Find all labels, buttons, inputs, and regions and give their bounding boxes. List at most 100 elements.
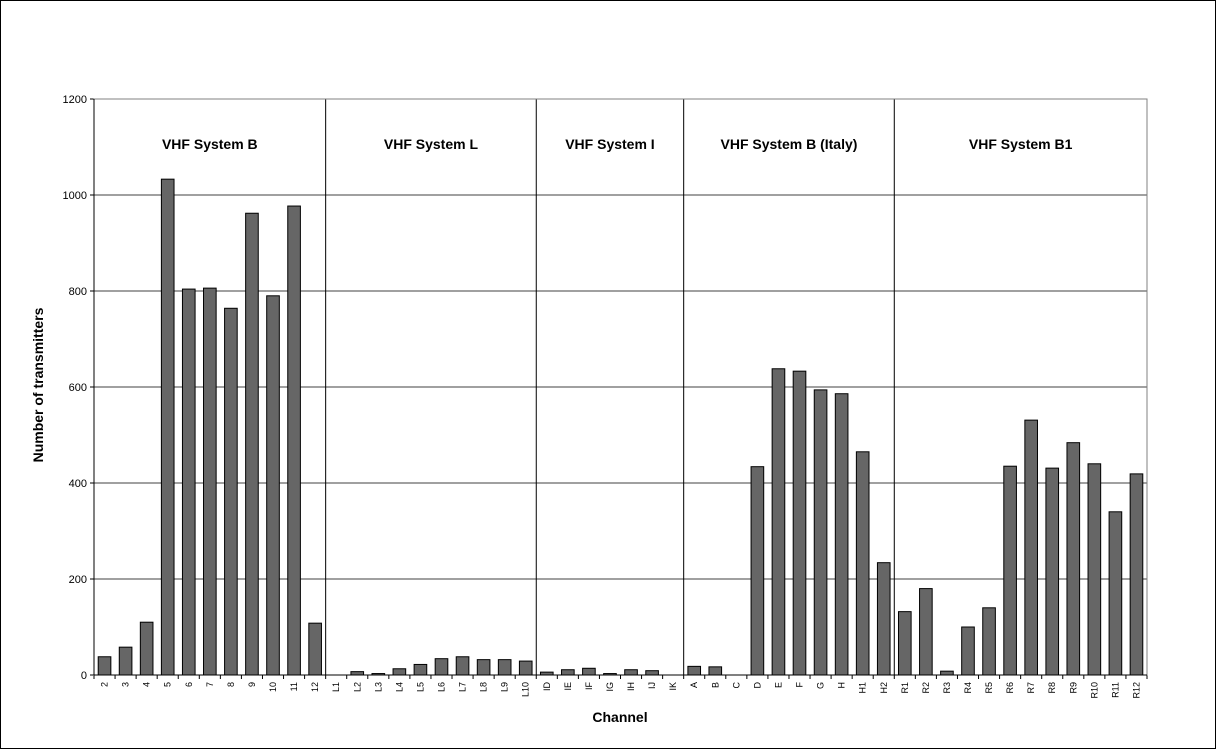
x-tick-label: B <box>710 682 720 688</box>
bar <box>1129 473 1144 676</box>
bar <box>392 668 407 676</box>
x-tick-label: 6 <box>184 682 194 687</box>
y-tick-label: 400 <box>69 478 87 490</box>
x-tick-label: G <box>816 682 826 689</box>
y-tick-labels: 0 200 400 600 800 1000 1200 <box>63 94 87 682</box>
group-label: VHF System B1 <box>969 136 1073 152</box>
bar <box>771 368 786 676</box>
x-tick-label: 2 <box>100 682 110 687</box>
x-tick-label: L9 <box>500 682 510 692</box>
x-tick-label: R4 <box>963 682 973 694</box>
x-tick-label: C <box>731 682 741 689</box>
x-tick-label: R5 <box>984 682 994 694</box>
bar <box>813 389 828 676</box>
bar <box>181 288 196 676</box>
bar <box>266 295 280 676</box>
y-tick-label: 800 <box>69 286 87 298</box>
bar <box>1066 442 1081 676</box>
bar <box>582 667 596 676</box>
bar <box>203 287 217 676</box>
x-tick-label: ID <box>542 681 552 691</box>
x-tick-label: R8 <box>1047 682 1057 694</box>
bar <box>1045 467 1060 676</box>
x-tick-label: 10 <box>268 682 278 692</box>
bar <box>1108 511 1123 676</box>
bar <box>497 659 512 676</box>
bar <box>118 646 133 676</box>
bar <box>687 665 702 676</box>
bar <box>224 307 238 676</box>
x-tick-label: R12 <box>1131 682 1141 699</box>
bar <box>97 656 112 676</box>
bar <box>792 370 807 676</box>
group-label: VHF System B (Italy) <box>721 136 858 152</box>
group-label: VHF System B <box>162 136 258 152</box>
bar <box>561 669 575 676</box>
bar <box>897 611 912 676</box>
bar <box>645 670 659 676</box>
x-tick-label: L3 <box>373 682 383 692</box>
bar <box>139 621 154 676</box>
x-tick-label: H2 <box>879 682 889 694</box>
bar <box>834 393 849 676</box>
x-tick-label: R2 <box>921 682 931 694</box>
bar <box>455 656 470 676</box>
y-tick-label: 200 <box>69 574 87 586</box>
bar <box>876 562 891 676</box>
bars <box>97 178 1144 676</box>
group-labels: VHF System B VHF System L VHF System I VHF … <box>162 136 1073 152</box>
y-tick-label: 600 <box>69 382 87 394</box>
x-axis-title: Channel <box>592 709 647 725</box>
bar <box>518 660 533 676</box>
bar <box>1087 463 1102 676</box>
bar <box>708 666 723 676</box>
x-tick-label: L2 <box>352 682 362 692</box>
x-tick-label: 5 <box>163 682 173 687</box>
x-tick-label: D <box>752 682 762 689</box>
y-tick-label: 1000 <box>63 190 87 202</box>
x-tick-label: 12 <box>310 682 320 692</box>
bar <box>308 622 322 676</box>
bar <box>940 670 954 676</box>
x-tick-label: R1 <box>900 682 910 694</box>
x-tick-label: L5 <box>415 682 425 692</box>
bar <box>1024 419 1038 676</box>
bar <box>287 205 301 676</box>
x-tick-label: L6 <box>436 682 446 692</box>
x-tick-label: H1 <box>858 682 868 694</box>
group-label: VHF System I <box>565 136 654 152</box>
x-tick-label: 3 <box>121 682 131 687</box>
bar <box>160 178 175 676</box>
x-tick-label: L10 <box>521 682 531 697</box>
x-tick-label: H <box>837 682 847 689</box>
x-tick-label: IH <box>626 682 636 691</box>
bar <box>434 658 449 676</box>
bar <box>1003 465 1017 676</box>
x-tick-label: E <box>773 682 783 688</box>
bar <box>750 466 765 676</box>
bar <box>413 663 428 676</box>
group-separators <box>325 99 895 675</box>
x-tick-label: L8 <box>479 682 489 692</box>
x-tick-label: R11 <box>1110 682 1120 698</box>
x-tick-label: IE <box>563 682 573 691</box>
bar <box>961 626 975 676</box>
x-tick-label: R9 <box>1068 682 1078 694</box>
x-tick-label: 4 <box>142 682 152 687</box>
group-label: VHF System L <box>384 136 479 152</box>
bar <box>476 659 491 676</box>
x-tick-label: L4 <box>394 682 404 692</box>
x-tick-label: 11 <box>289 682 299 691</box>
y-tick-label: 1200 <box>63 94 87 106</box>
x-tick-label: IK <box>668 682 678 691</box>
y-axis-title: Number of transmitters <box>30 307 46 462</box>
bar <box>919 588 933 676</box>
x-tick-label: L7 <box>458 682 468 692</box>
x-tick-label: L1 <box>331 682 341 692</box>
x-tick-label: IG <box>605 682 615 692</box>
axes <box>90 98 1148 679</box>
x-tick-label: R6 <box>1005 682 1015 694</box>
x-tick-label: 9 <box>247 682 257 687</box>
